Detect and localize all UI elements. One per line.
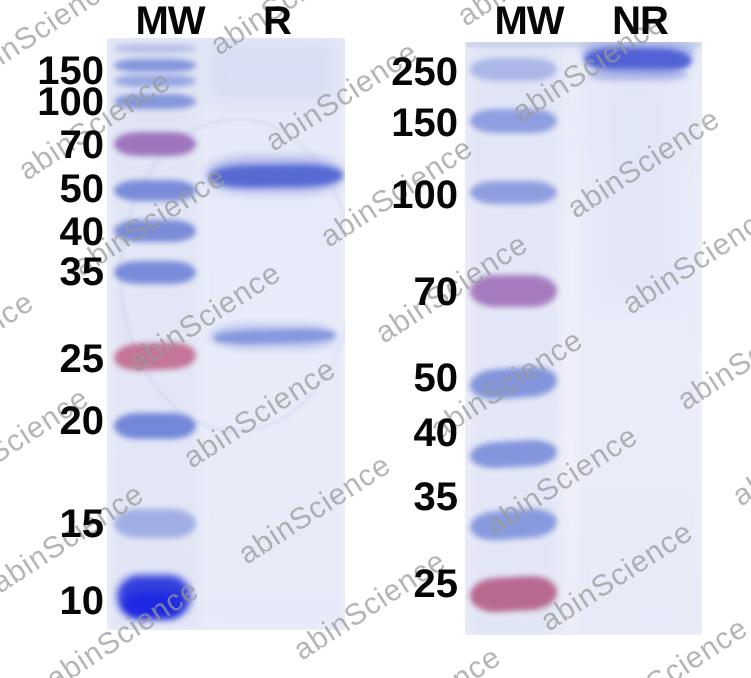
watermark-text: abinScience	[726, 390, 751, 513]
ladder-band	[124, 592, 182, 618]
ladder-band	[470, 275, 557, 307]
mw-marker-label: 35	[413, 475, 459, 519]
ladder-band	[114, 220, 196, 242]
mw-marker-label: 150	[37, 49, 104, 93]
mw-marker-label: 10	[59, 579, 105, 623]
mw-marker-label: 50	[59, 167, 105, 211]
lane-header-r: R	[263, 0, 292, 43]
mw-marker-label: 70	[413, 270, 459, 314]
ladder-band	[114, 59, 196, 72]
ladder-band	[114, 261, 196, 284]
ladder-band	[470, 181, 557, 204]
mw-marker-label: 50	[413, 356, 459, 400]
ladder-band	[470, 109, 557, 133]
lane-header-mw: MW	[494, 0, 564, 43]
mw-marker-label: 20	[59, 399, 105, 443]
lane-wash	[207, 40, 335, 102]
mw-marker-label: 150	[391, 101, 458, 145]
lane-header-mw: MW	[135, 0, 205, 43]
mw-marker-label: 70	[59, 123, 105, 167]
ladder-band	[114, 94, 196, 109]
mw-marker-label: 40	[59, 210, 105, 254]
watermark-text: abinScience	[343, 640, 508, 678]
mw-marker-label: 15	[59, 502, 105, 546]
ladder-band	[114, 75, 196, 87]
gel-panel-non-reduced	[465, 42, 702, 635]
mw-marker-label: 25	[413, 562, 459, 606]
ladder-band	[114, 44, 196, 53]
mw-marker-label: 250	[391, 50, 458, 94]
ladder-band	[114, 509, 196, 538]
sample-protein-band	[208, 164, 344, 188]
sample-protein-band	[588, 68, 688, 81]
ladder-band	[114, 132, 196, 156]
mw-marker-label: 100	[391, 173, 458, 217]
ladder-band	[114, 180, 196, 201]
ladder-band	[470, 58, 557, 81]
mw-marker-label: 35	[59, 250, 105, 294]
mw-marker-label: 25	[59, 337, 105, 381]
lane-wash	[600, 80, 672, 300]
ladder-band	[113, 341, 197, 372]
mw-marker-label: 40	[413, 411, 459, 455]
lane-header-nr: NR	[612, 0, 669, 43]
ladder-band	[114, 413, 196, 439]
gel-panel-reduced	[107, 38, 345, 630]
mw-marker-label: 100	[37, 80, 104, 124]
lane-wash	[465, 42, 702, 47]
